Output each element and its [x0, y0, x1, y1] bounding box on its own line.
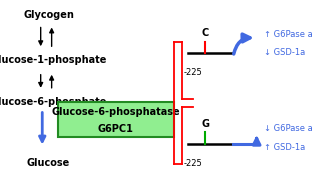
- Text: Glucose-6-phosphate: Glucose-6-phosphate: [0, 97, 107, 107]
- Text: ↓ GSD-1a: ↓ GSD-1a: [264, 48, 306, 57]
- Text: C: C: [201, 28, 209, 38]
- FancyBboxPatch shape: [58, 102, 174, 137]
- Text: Glucose: Glucose: [27, 158, 70, 167]
- Text: ↑ G6Pase activity: ↑ G6Pase activity: [264, 29, 313, 39]
- Text: ↑ GSD-1a: ↑ GSD-1a: [264, 143, 306, 152]
- Text: G: G: [201, 119, 209, 129]
- Text: ↓ G6Pase activity: ↓ G6Pase activity: [264, 124, 313, 133]
- Text: -225: -225: [183, 159, 202, 168]
- Text: Glucose-6-phosphatase: Glucose-6-phosphatase: [52, 107, 180, 116]
- Text: G6PC1: G6PC1: [98, 124, 134, 133]
- Text: -225: -225: [183, 68, 202, 77]
- Text: Glycogen: Glycogen: [23, 10, 74, 20]
- Text: Glucose-1-phosphate: Glucose-1-phosphate: [0, 56, 107, 65]
